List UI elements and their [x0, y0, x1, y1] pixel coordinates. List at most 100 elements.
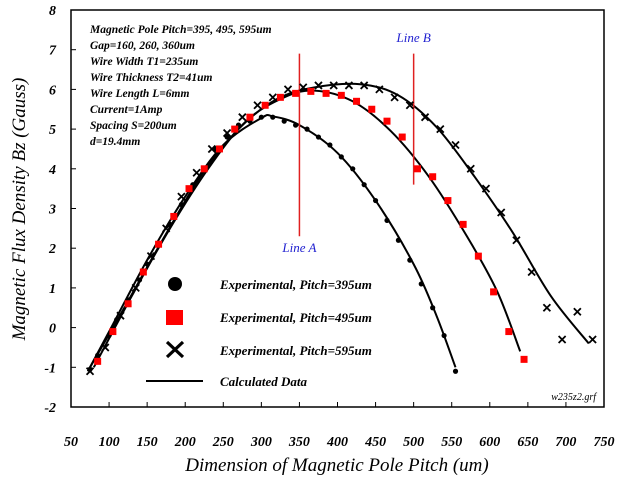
y-tick-label: 2	[48, 242, 56, 257]
point-pitch-395	[281, 118, 287, 124]
point-pitch-495	[398, 133, 406, 141]
point-pitch-495	[353, 97, 361, 105]
legend-marker-395	[168, 277, 182, 291]
point-pitch-495	[94, 357, 102, 365]
point-pitch-595	[436, 124, 445, 134]
point-pitch-395	[327, 142, 333, 148]
point-pitch-395	[350, 166, 356, 172]
annotation-current: Current=1Amp	[90, 104, 163, 116]
point-pitch-395	[293, 122, 299, 128]
point-pitch-595	[116, 311, 125, 320]
point-pitch-595	[451, 140, 460, 150]
point-pitch-395	[95, 352, 101, 358]
legend-marker-595	[165, 340, 185, 359]
point-pitch-595	[238, 113, 247, 122]
point-pitch-395	[136, 277, 143, 283]
y-tick-label: 7	[49, 44, 57, 59]
legend: Experimental, Pitch=395um Experimental, …	[146, 277, 372, 389]
x-tick-label: 150	[137, 435, 158, 450]
calculated-curve-0	[86, 113, 457, 372]
point-pitch-595	[283, 85, 293, 94]
point-pitch-495	[444, 197, 452, 205]
point-pitch-495	[292, 89, 300, 97]
point-pitch-395	[361, 182, 367, 188]
point-pitch-595	[466, 164, 475, 173]
point-pitch-595	[481, 184, 491, 193]
annotation-gap: Gap=160, 260, 360um	[90, 40, 195, 52]
y-tick-label: 3	[48, 203, 56, 218]
axis-ticks: 50 100 150 200 250 300 350 400 450 500 550 600 650 70…	[44, 4, 614, 450]
point-pitch-395	[452, 368, 459, 374]
point-pitch-595	[253, 101, 262, 110]
point-pitch-495	[474, 252, 482, 260]
legend-label-495: Experimental, Pitch=495um	[219, 310, 372, 325]
point-pitch-495	[429, 173, 437, 181]
point-pitch-495	[337, 91, 345, 99]
y-tick-label: 1	[49, 282, 56, 297]
point-pitch-395	[384, 217, 390, 224]
point-pitch-595	[497, 208, 506, 217]
file-label: w235z2.grf	[551, 392, 597, 403]
point-pitch-395	[304, 126, 310, 132]
point-pitch-595	[390, 93, 399, 102]
y-tick-label: -1	[44, 361, 56, 376]
point-pitch-395	[372, 197, 379, 204]
point-pitch-595	[375, 85, 384, 94]
point-pitch-395	[430, 305, 436, 311]
annotation-distance: d=19.4mm	[90, 136, 140, 148]
x-tick-label: 600	[479, 435, 500, 450]
point-pitch-495	[459, 220, 467, 228]
point-pitch-495	[170, 212, 178, 220]
point-pitch-595	[177, 192, 186, 201]
point-pitch-495	[215, 145, 223, 153]
annotation-wire-thickness: Wire Thickness T2=41um	[90, 72, 212, 84]
conditions-annotation: Magnetic Pole Pitch=395, 495, 595um Gap=…	[89, 24, 272, 148]
legend-label-595: Experimental, Pitch=595um	[219, 343, 372, 358]
reference-line-label-0: Line A	[281, 240, 316, 255]
point-pitch-595	[222, 128, 232, 138]
x-tick-label: 50	[64, 435, 78, 450]
annotation-spacing: Spacing S=200um	[90, 120, 177, 132]
y-axis-title: Magnetic Flux Density Bz (Gauss)	[9, 78, 30, 342]
point-pitch-595	[131, 283, 140, 293]
point-pitch-595	[344, 81, 354, 90]
point-pitch-595	[512, 236, 521, 245]
point-pitch-595	[192, 168, 201, 177]
point-pitch-395	[224, 134, 230, 140]
point-pitch-595	[542, 303, 552, 312]
x-tick-label: 550	[441, 435, 462, 450]
y-tick-label: 8	[49, 4, 56, 19]
point-pitch-595	[85, 367, 95, 376]
point-pitch-495	[276, 93, 284, 101]
reference-lines: Line A Line B	[281, 30, 430, 255]
point-pitch-495	[261, 101, 269, 109]
y-tick-label: 0	[49, 322, 56, 337]
y-tick-label: 4	[48, 163, 56, 178]
point-pitch-595	[557, 335, 567, 344]
point-pitch-395	[441, 332, 447, 339]
point-pitch-495	[505, 328, 513, 336]
point-pitch-595	[420, 113, 430, 122]
point-pitch-595	[329, 81, 338, 90]
legend-label-395: Experimental, Pitch=395um	[219, 277, 372, 292]
x-tick-label: 650	[517, 435, 538, 450]
x-tick-label: 500	[403, 435, 424, 450]
x-tick-label: 700	[555, 435, 576, 450]
point-pitch-495	[139, 268, 147, 276]
point-pitch-395	[418, 281, 424, 287]
x-tick-label: 250	[212, 435, 234, 450]
point-pitch-495	[322, 89, 330, 97]
x-tick-label: 400	[326, 435, 348, 450]
y-tick-label: -2	[44, 401, 56, 416]
y-tick-label: 5	[49, 123, 56, 138]
legend-label-calculated: Calculated Data	[220, 374, 308, 389]
point-pitch-395	[270, 114, 276, 120]
x-tick-label: 750	[594, 435, 615, 450]
point-pitch-495	[200, 165, 208, 173]
point-pitch-495	[413, 165, 421, 173]
point-pitch-495	[383, 117, 391, 125]
point-pitch-495	[109, 328, 117, 336]
experimental-markers	[85, 81, 597, 376]
legend-marker-495	[166, 310, 183, 325]
